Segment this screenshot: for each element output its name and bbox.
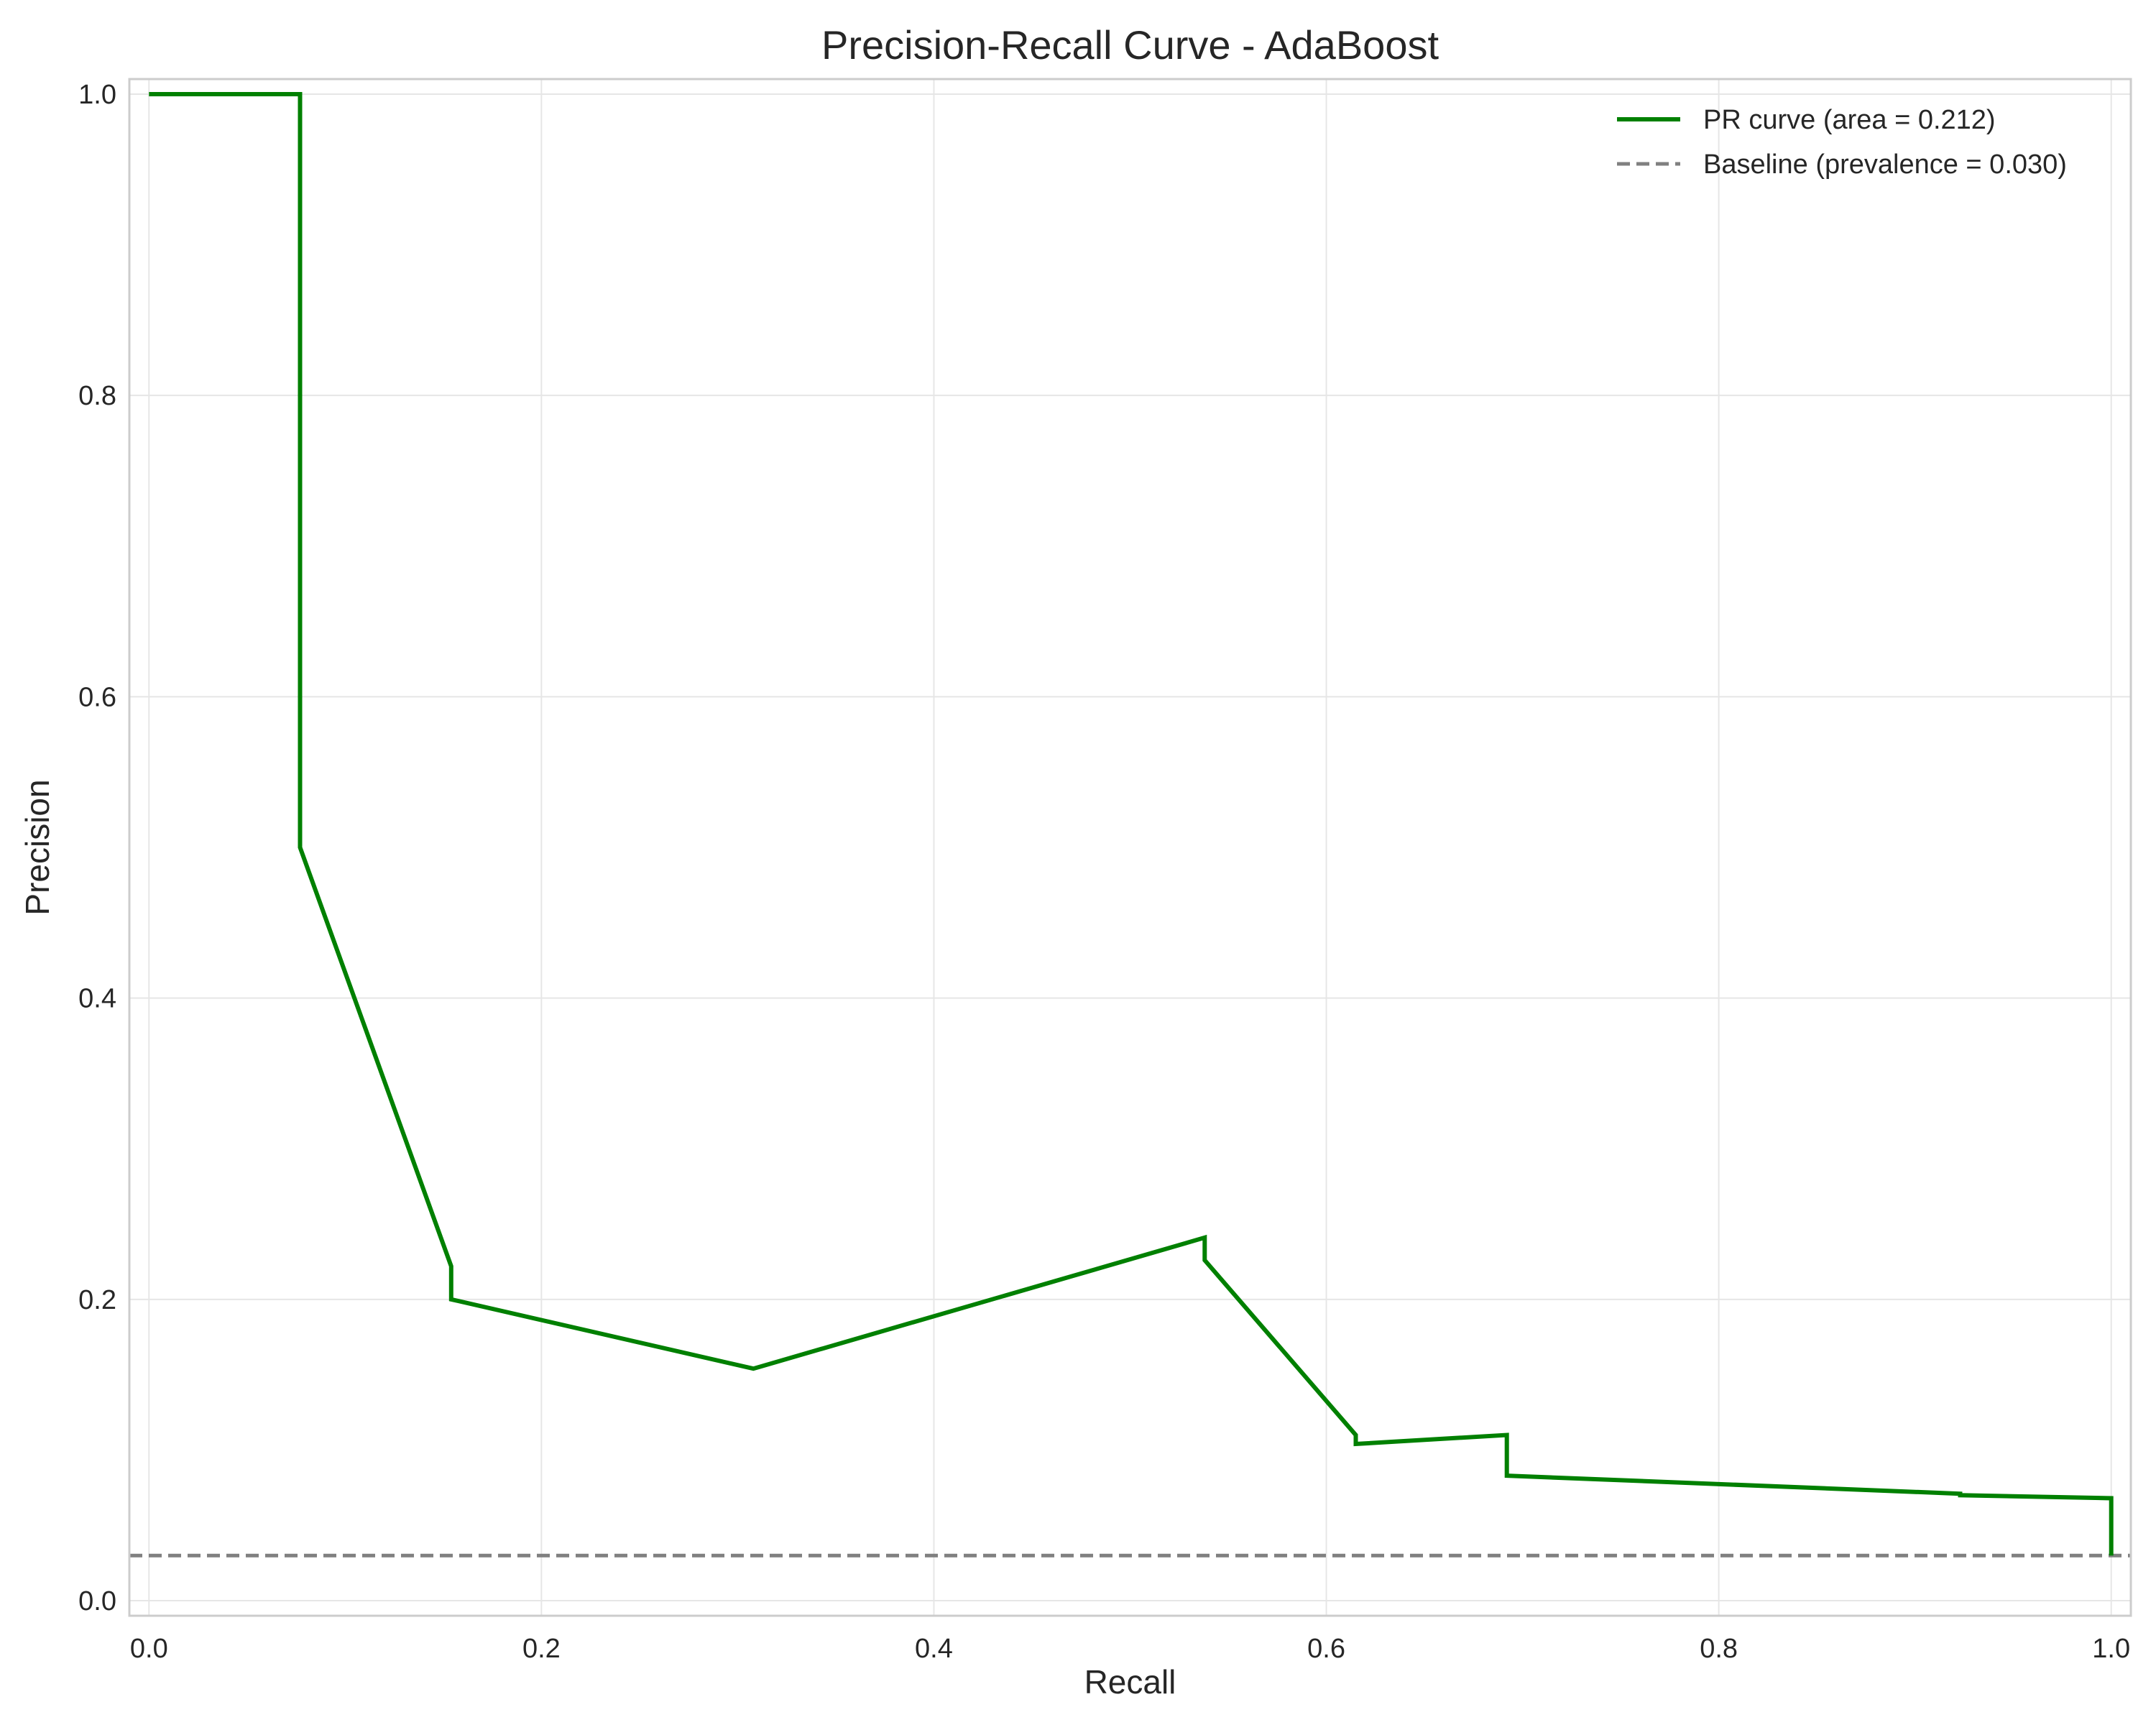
x-tick-label: 0.8 — [1700, 1634, 1738, 1664]
x-tick-label: 1.0 — [2092, 1634, 2130, 1664]
plot-series — [129, 92, 2131, 1558]
pr-curve-line — [149, 92, 2114, 1556]
x-tick-label: 0.6 — [1307, 1634, 1345, 1664]
legend-label-baseline: Baseline (prevalence = 0.030) — [1703, 150, 2067, 180]
y-tick-label: 0.2 — [78, 1285, 116, 1315]
y-tick-label: 1.0 — [78, 80, 116, 110]
y-axis-label: Precision — [19, 779, 56, 915]
y-tick-label: 0.6 — [78, 682, 116, 712]
x-tick-label: 0.0 — [130, 1634, 168, 1664]
chart-title: Precision-Recall Curve - AdaBoost — [821, 22, 1439, 68]
plot-frame — [128, 78, 2132, 1617]
legend: PR curve (area = 0.212) Baseline (prevale… — [1617, 105, 2067, 180]
grid-lines — [129, 79, 2131, 1616]
legend-label-pr-curve: PR curve (area = 0.212) — [1703, 105, 1996, 135]
y-tick-label: 0.4 — [78, 984, 116, 1014]
x-axis-label: Recall — [1084, 1663, 1176, 1701]
tick-labels: 0.0 0.2 0.4 0.6 0.8 1.0 0.0 0.2 0.4 0.6 0.8 1.0 — [78, 80, 2130, 1664]
x-tick-label: 0.2 — [522, 1634, 561, 1664]
y-tick-label: 0.8 — [78, 381, 116, 411]
x-tick-label: 0.4 — [915, 1634, 953, 1664]
y-tick-label: 0.0 — [78, 1586, 116, 1616]
